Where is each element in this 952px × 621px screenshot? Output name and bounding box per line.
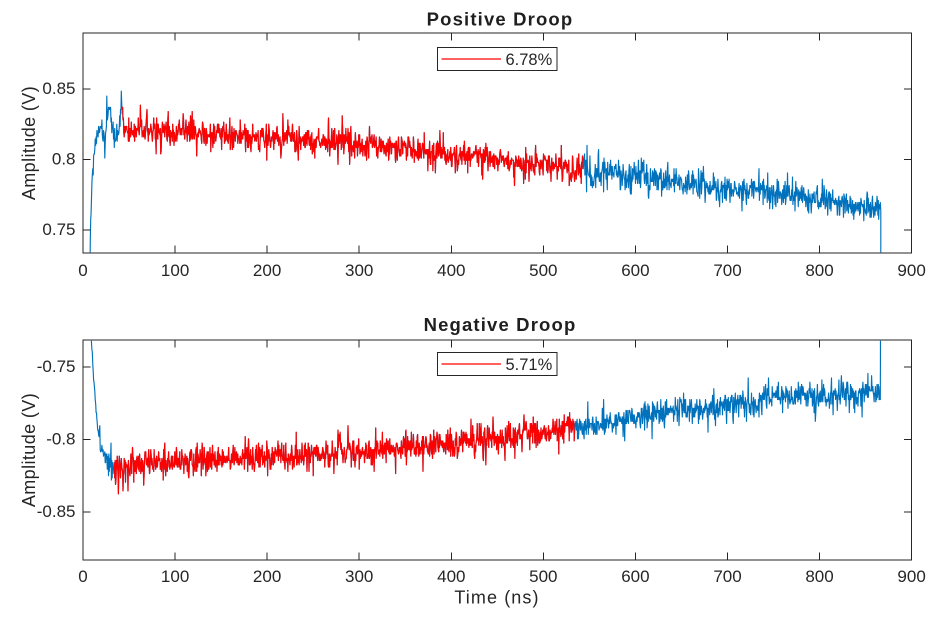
svg-text:0.8: 0.8 bbox=[52, 150, 76, 169]
svg-text:0: 0 bbox=[78, 567, 87, 586]
svg-text:Negative Droop: Negative Droop bbox=[424, 314, 577, 335]
svg-text:400: 400 bbox=[437, 261, 465, 280]
svg-text:600: 600 bbox=[621, 567, 649, 586]
svg-text:-0.8: -0.8 bbox=[46, 430, 75, 449]
svg-text:-0.75: -0.75 bbox=[37, 357, 76, 376]
svg-text:500: 500 bbox=[529, 261, 557, 280]
svg-text:500: 500 bbox=[529, 567, 557, 586]
svg-text:0.75: 0.75 bbox=[42, 220, 75, 239]
svg-text:900: 900 bbox=[897, 567, 925, 586]
svg-text:200: 200 bbox=[253, 261, 281, 280]
svg-text:300: 300 bbox=[345, 567, 373, 586]
svg-text:800: 800 bbox=[805, 261, 833, 280]
svg-text:200: 200 bbox=[253, 567, 281, 586]
svg-text:0: 0 bbox=[78, 261, 87, 280]
svg-text:100: 100 bbox=[161, 261, 189, 280]
svg-text:Amplitude (V): Amplitude (V) bbox=[19, 393, 39, 507]
svg-text:0.85: 0.85 bbox=[42, 79, 75, 98]
svg-text:-0.85: -0.85 bbox=[37, 502, 76, 521]
svg-text:700: 700 bbox=[713, 567, 741, 586]
svg-text:5.71%: 5.71% bbox=[506, 356, 553, 374]
svg-text:600: 600 bbox=[621, 261, 649, 280]
svg-text:800: 800 bbox=[805, 567, 833, 586]
svg-text:Time (ns): Time (ns) bbox=[454, 588, 539, 608]
svg-text:300: 300 bbox=[345, 261, 373, 280]
svg-text:700: 700 bbox=[713, 261, 741, 280]
svg-text:Positive Droop: Positive Droop bbox=[427, 9, 574, 30]
svg-text:6.78%: 6.78% bbox=[506, 51, 553, 69]
svg-text:900: 900 bbox=[897, 261, 925, 280]
svg-text:400: 400 bbox=[437, 567, 465, 586]
svg-text:Amplitude (V): Amplitude (V) bbox=[19, 86, 39, 200]
svg-text:100: 100 bbox=[161, 567, 189, 586]
